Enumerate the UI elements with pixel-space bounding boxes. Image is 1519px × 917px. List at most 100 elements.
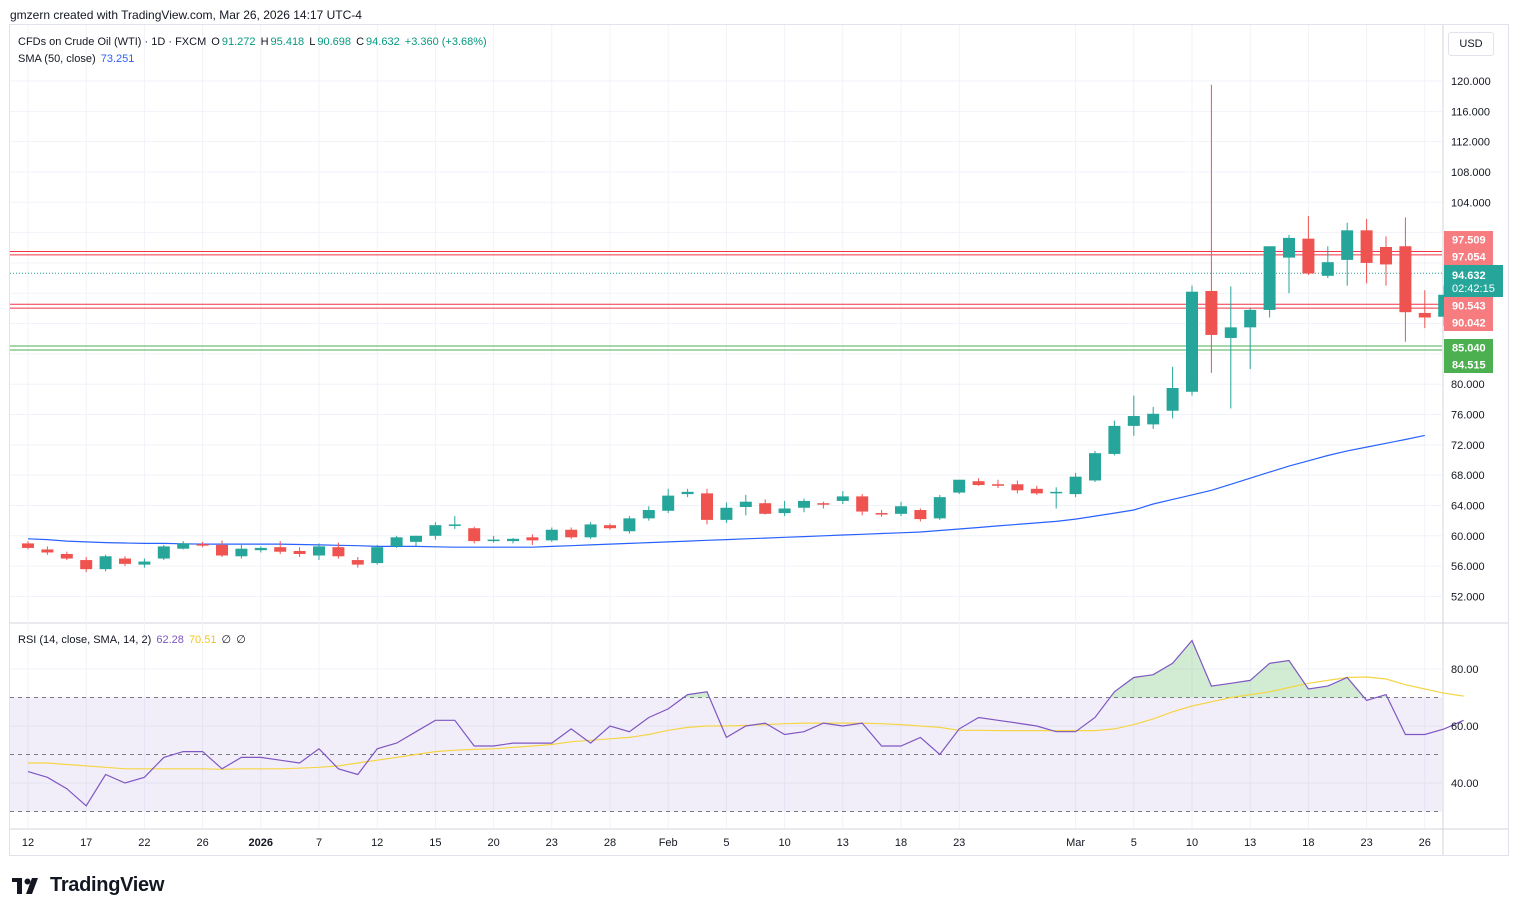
candle-down	[1205, 290, 1218, 335]
resistance-level-badge	[1444, 248, 1493, 265]
currency-selector[interactable]: USD	[1448, 32, 1494, 56]
candle-down	[293, 550, 306, 554]
rsi-axis-label: 40.00	[1451, 778, 1479, 790]
time-axis-label: 17	[80, 837, 92, 849]
candle-down	[41, 549, 54, 553]
candle-up	[429, 525, 442, 536]
low-label: L	[309, 36, 316, 48]
candle-up	[410, 535, 422, 542]
resistance-level-label: 97.054	[1452, 252, 1487, 264]
candle-up	[1321, 262, 1334, 276]
candle-up	[1050, 491, 1063, 494]
last-price-badge	[1444, 265, 1503, 297]
bar-countdown-label: 02:42:15	[1452, 283, 1495, 295]
candle-down	[1302, 238, 1315, 274]
time-axis-label: 5	[1131, 837, 1137, 849]
chart-credit: gmzern created with TradingView.com, Mar…	[10, 8, 362, 22]
price-axis-label: 76.000	[1451, 410, 1485, 422]
time-axis-label: 23	[546, 837, 558, 849]
time-axis-label: 12	[371, 837, 383, 849]
candle-up	[623, 518, 636, 532]
time-axis-label: 10	[778, 837, 790, 849]
candle-up	[1224, 327, 1237, 338]
symbol-name: CFDs on Crude Oil (WTI) · 1D · FXCM	[18, 36, 207, 48]
candle-up	[1069, 476, 1082, 495]
candle-up	[1263, 246, 1276, 310]
candle-up	[177, 543, 190, 549]
support-level-label: 85.040	[1452, 343, 1486, 355]
candle-up	[739, 501, 752, 507]
candle-down	[604, 525, 616, 529]
candle-up	[157, 546, 170, 559]
candle-up	[681, 491, 694, 495]
candle-down	[119, 558, 131, 564]
time-axis-label: 5	[723, 837, 729, 849]
price-axis-label: 120.000	[1451, 76, 1491, 88]
sma-legend: SMA (50, close) 73.251	[18, 53, 136, 65]
rsi-value: 62.28	[156, 634, 184, 646]
resistance-level-badge	[1444, 231, 1493, 248]
candle-up	[254, 547, 267, 551]
support-level-badge	[1444, 356, 1493, 373]
candle-up	[138, 561, 151, 565]
price-axis-label: 80.000	[1451, 379, 1485, 391]
candle-up	[507, 538, 519, 542]
open-value: 91.272	[221, 36, 256, 48]
candle-up	[895, 506, 907, 514]
rsi-sma-value: 70.51	[188, 634, 217, 646]
rsi-legend: RSI (14, close, SMA, 14, 2) 62.28 70.51 …	[18, 633, 248, 646]
candle-up	[545, 529, 558, 541]
candle-down	[1380, 247, 1392, 265]
time-axis-label: 22	[138, 837, 150, 849]
candle-up	[662, 495, 675, 511]
candle-down	[1418, 312, 1431, 318]
low-value: 90.698	[317, 36, 352, 48]
price-axis-label: 112.000	[1451, 137, 1490, 149]
time-axis-label: 18	[895, 837, 907, 849]
price-axis-label: 68.000	[1451, 470, 1485, 482]
time-axis-label: 2026	[249, 837, 273, 849]
candle-down	[856, 496, 869, 512]
symbol-legend: CFDs on Crude Oil (WTI) · 1D · FXCM O 91.…	[18, 36, 489, 48]
candle-down	[332, 547, 345, 557]
time-axis-label: Feb	[659, 837, 678, 849]
candle-up	[1089, 453, 1101, 481]
candle-down	[351, 560, 364, 565]
candle-up	[1127, 416, 1140, 426]
support-level-label: 84.515	[1452, 360, 1486, 372]
candle-down	[1011, 484, 1024, 491]
brand-name: TradingView	[50, 874, 165, 896]
candle-up	[1147, 413, 1160, 425]
chart-frame	[9, 24, 1509, 856]
rsi-axis-label: 80.00	[1451, 664, 1479, 676]
price-axis-label: 116.000	[1451, 106, 1490, 118]
candle-down	[992, 484, 1004, 486]
candle-down	[468, 528, 481, 542]
candle-down	[274, 547, 287, 552]
rsi-overbought-fill	[683, 691, 710, 698]
candle-up	[390, 537, 403, 547]
candle-up	[1186, 291, 1198, 392]
candle-down	[565, 529, 578, 538]
rsi-axis-label: 60.00	[1451, 721, 1479, 733]
tradingview-logo-icon	[12, 877, 38, 894]
resistance-level-badge	[1444, 297, 1493, 314]
sma-50-line	[27, 434, 1425, 548]
rsi-extra-2: ∅	[236, 634, 246, 646]
time-axis-label: 28	[604, 837, 616, 849]
candle-down	[196, 544, 209, 546]
candle-up	[720, 507, 733, 520]
candle-up	[1108, 425, 1121, 454]
candle-down	[817, 503, 830, 505]
last-price-label: 94.632	[1452, 270, 1486, 282]
close-label: C	[356, 36, 365, 48]
candle-up	[953, 479, 966, 493]
candle-up	[836, 496, 849, 501]
change-value: +3.360 (+3.68%)	[404, 36, 487, 48]
candle-down	[22, 543, 34, 548]
candle-up	[798, 500, 810, 508]
candle-down	[526, 537, 539, 541]
time-axis-label: Mar	[1066, 837, 1085, 849]
sma-label: SMA (50, close)	[18, 53, 96, 65]
